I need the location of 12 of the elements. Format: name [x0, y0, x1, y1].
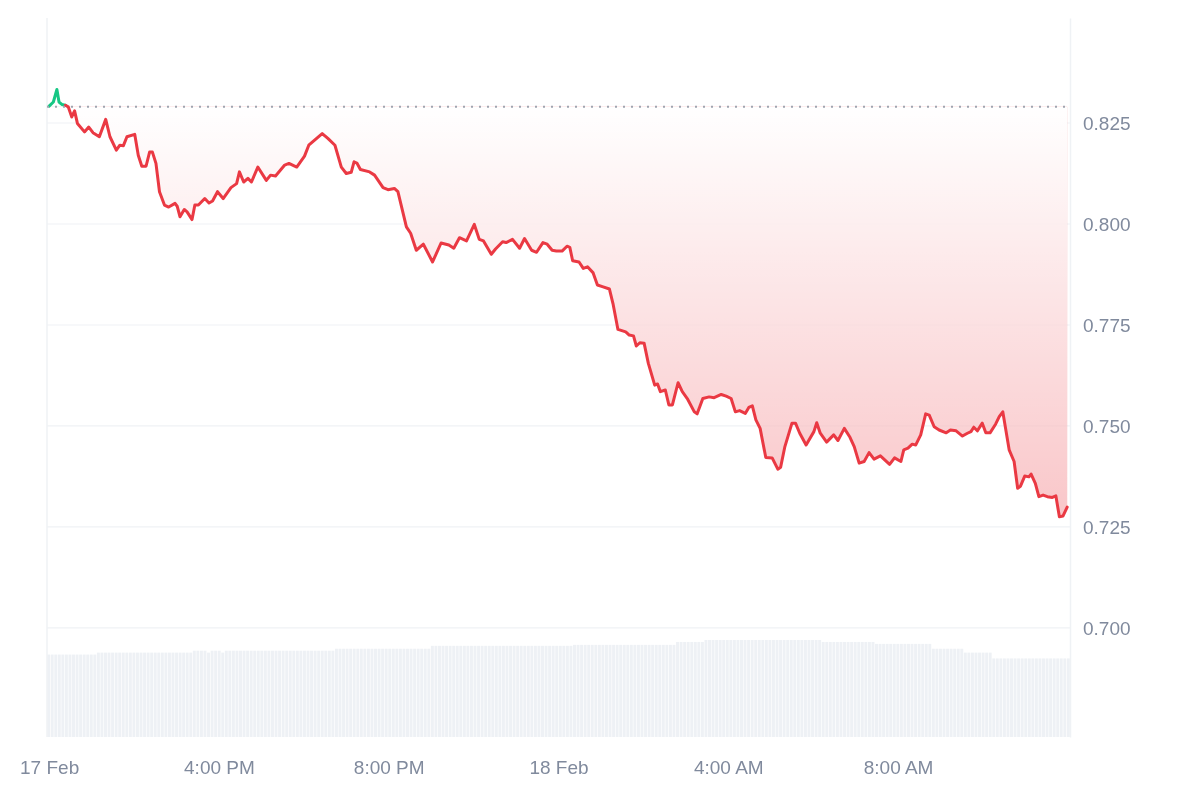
x-tick-label: 8:00 AM — [863, 757, 934, 779]
y-tick-label: 0.700 — [1083, 617, 1131, 639]
x-tick-label: 18 Feb — [529, 757, 589, 779]
y-tick-label: 0.800 — [1083, 213, 1131, 235]
x-tick-label: 4:00 PM — [184, 757, 255, 779]
x-tick-label: 8:00 PM — [353, 757, 425, 779]
y-tick-label: 0.825 — [1083, 112, 1131, 134]
y-tick-label: 0.775 — [1083, 314, 1131, 336]
y-tick-label: 0.750 — [1083, 415, 1131, 437]
x-tick-label: 17 Feb — [20, 757, 80, 779]
x-tick-label: 4:00 AM — [693, 757, 764, 779]
y-tick-label: 0.725 — [1083, 516, 1131, 538]
